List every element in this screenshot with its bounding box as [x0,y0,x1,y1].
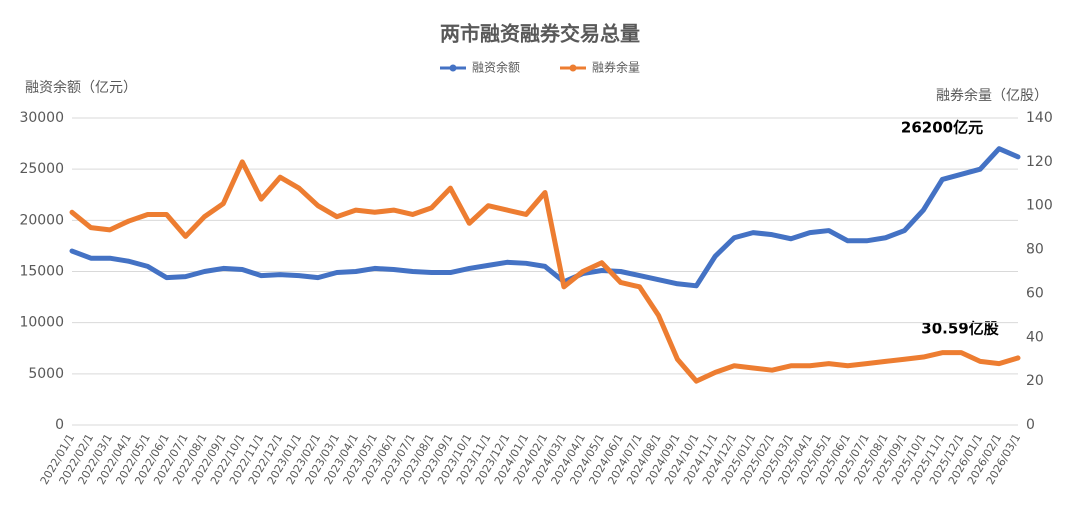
y-axis-title: 融资余额（亿元） [25,79,137,96]
y-tick-label: 5000 [28,366,64,382]
y-tick-label: 0 [55,417,64,433]
y-tick-label: 10000 [19,315,64,331]
y2-tick-label: 20 [1026,373,1044,389]
annotation: 26200亿元 [901,119,983,137]
y-tick-label: 30000 [19,110,64,126]
y2-tick-label: 100 [1026,198,1053,214]
series-line [69,159,1021,384]
y2-tick-label: 80 [1026,242,1044,258]
y2-tick-label: 40 [1026,329,1044,345]
chart-title: 两市融资融券交易总量 [440,22,640,46]
y2-tick-label: 0 [1026,417,1035,433]
y-tick-label: 15000 [19,264,64,280]
y-tick-label: 25000 [19,161,64,177]
y2-axis-title: 融券余量（亿股） [936,87,1048,104]
legend-marker [449,64,457,72]
legend-label: 融券余量 [592,60,640,75]
y2-tick-label: 140 [1026,110,1053,126]
annotation: 30.59亿股 [921,320,999,338]
series-line [69,146,1021,289]
y2-tick-label: 120 [1026,154,1053,170]
y2-tick-label: 60 [1026,285,1044,301]
legend-marker [569,64,577,72]
legend-label: 融资余额 [472,60,520,75]
y-tick-label: 20000 [19,212,64,228]
